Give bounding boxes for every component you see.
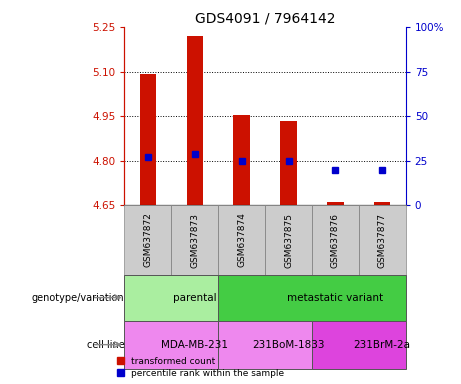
Bar: [312, 205, 359, 275]
Title: GDS4091 / 7964142: GDS4091 / 7964142: [195, 12, 335, 26]
Bar: [124, 321, 218, 369]
Bar: [327, 202, 343, 205]
Text: 231BoM-1833: 231BoM-1833: [252, 339, 325, 350]
Bar: [374, 202, 390, 205]
Bar: [265, 205, 312, 275]
Bar: [171, 205, 218, 275]
Legend: transformed count, percentile rank within the sample: transformed count, percentile rank withi…: [115, 355, 286, 379]
Bar: [124, 205, 171, 275]
Text: GSM637875: GSM637875: [284, 212, 293, 268]
Text: GSM637877: GSM637877: [378, 212, 387, 268]
Text: GSM637873: GSM637873: [190, 212, 199, 268]
Bar: [233, 115, 250, 205]
Bar: [218, 275, 406, 321]
Text: cell line: cell line: [87, 339, 124, 350]
Text: GSM637872: GSM637872: [143, 213, 153, 267]
Text: parental: parental: [173, 293, 217, 303]
Text: metastatic variant: metastatic variant: [287, 293, 384, 303]
Text: 231BrM-2a: 231BrM-2a: [354, 339, 411, 350]
Text: MDA-MB-231: MDA-MB-231: [161, 339, 228, 350]
Bar: [140, 74, 156, 205]
Text: genotype/variation: genotype/variation: [32, 293, 124, 303]
Bar: [187, 36, 203, 205]
Text: GSM637876: GSM637876: [331, 212, 340, 268]
Bar: [359, 205, 406, 275]
Bar: [280, 121, 297, 205]
Bar: [218, 321, 312, 369]
Text: GSM637874: GSM637874: [237, 213, 246, 267]
Bar: [312, 321, 406, 369]
Bar: [218, 205, 265, 275]
Bar: [124, 275, 218, 321]
